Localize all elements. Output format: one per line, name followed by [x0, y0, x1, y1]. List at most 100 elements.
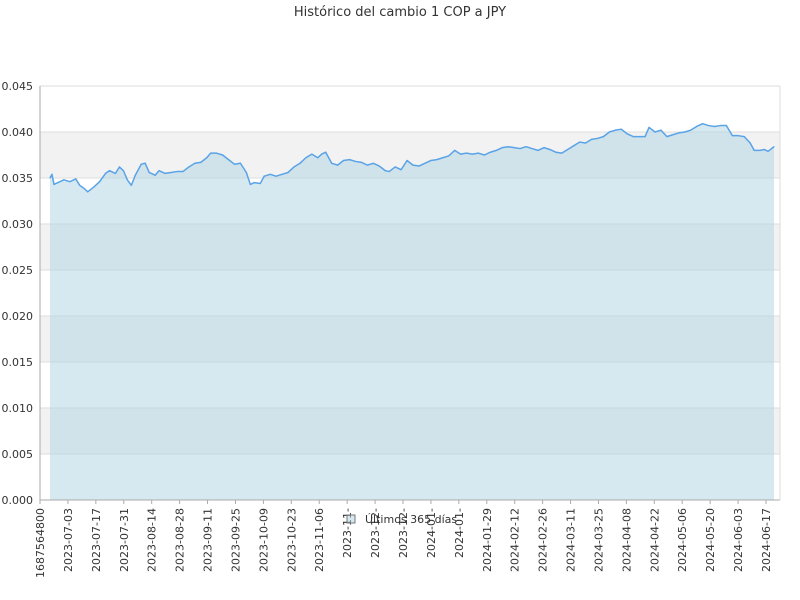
data-point [263, 175, 265, 177]
data-point [118, 166, 121, 168]
data-point [701, 123, 704, 125]
data-point [144, 162, 146, 164]
data-point [471, 153, 474, 155]
data-point [269, 173, 271, 175]
x-tick-label: 2024-02-26 [537, 508, 550, 572]
x-tick-label: 2024-05-06 [676, 508, 689, 572]
data-point [104, 172, 107, 174]
data-point [731, 135, 733, 137]
data-point [725, 124, 727, 127]
x-tick-label: 2023-12- [397, 508, 410, 558]
data-point [194, 162, 196, 164]
data-point [57, 182, 59, 184]
data-point [489, 151, 491, 153]
data-point [114, 172, 117, 174]
data-point [400, 169, 402, 171]
data-point [239, 162, 242, 164]
data-point [210, 152, 212, 154]
data-point [79, 184, 81, 186]
data-point [672, 134, 674, 136]
data-point [134, 174, 136, 176]
data-point [281, 173, 283, 175]
data-point [49, 177, 51, 179]
data-point [287, 171, 289, 174]
x-tick-label: 1687564800 [34, 508, 47, 578]
data-point [354, 160, 357, 163]
x-tick-label: 2024-06-17 [760, 508, 773, 572]
data-point [342, 159, 345, 162]
y-tick-label: 0.040 [2, 126, 34, 139]
data-point [321, 153, 323, 155]
data-point [200, 161, 202, 163]
legend-label[interactable]: Últimos 365 días [365, 513, 457, 526]
data-point [154, 174, 156, 176]
data-point [737, 135, 739, 137]
data-point [602, 136, 605, 138]
data-point [707, 124, 710, 127]
data-point [584, 142, 587, 144]
data-point [259, 182, 261, 185]
data-point [525, 146, 527, 148]
data-point [608, 131, 610, 133]
data-point [366, 164, 368, 166]
data-point [188, 166, 190, 168]
data-point [632, 136, 634, 138]
data-point [182, 170, 184, 173]
data-point [773, 146, 775, 148]
data-point [412, 164, 414, 166]
data-point [579, 141, 581, 143]
data-point [206, 157, 208, 159]
data-point [388, 170, 390, 173]
series-line [49, 122, 775, 193]
data-point [713, 125, 716, 128]
data-point [221, 154, 224, 156]
data-point [418, 165, 420, 167]
y-tick-label: 0.010 [2, 402, 34, 415]
data-point [561, 152, 563, 154]
data-point [275, 175, 277, 177]
data-point [436, 159, 438, 161]
data-point [573, 145, 575, 147]
x-tick-label: 2023-10-23 [285, 508, 298, 572]
data-point [176, 170, 178, 173]
data-point [531, 147, 533, 150]
data-point [378, 165, 380, 167]
legend[interactable]: Últimos 365 días [346, 513, 457, 526]
x-tick-label: 2023-08-14 [146, 508, 159, 572]
data-point [543, 147, 545, 149]
x-tick-label: 2023-09-11 [202, 508, 215, 572]
data-point [83, 187, 85, 189]
data-point [684, 131, 686, 133]
data-point [372, 162, 374, 164]
x-tick-label: 2024-02-12 [509, 508, 522, 572]
data-point [148, 171, 150, 174]
axes [39, 86, 781, 504]
x-tick-label: 2023-10-09 [257, 508, 270, 572]
data-point [644, 136, 646, 138]
data-point [69, 181, 71, 183]
data-point [719, 124, 722, 127]
data-point [465, 152, 468, 154]
data-point [614, 129, 616, 131]
data-point [620, 128, 622, 130]
legend-swatch[interactable] [346, 514, 356, 524]
x-tick-label: 2023-09-25 [229, 508, 242, 572]
data-point [317, 157, 319, 159]
data-point [483, 154, 485, 156]
data-point [63, 179, 65, 181]
data-point [348, 159, 351, 161]
data-point [696, 125, 698, 128]
data-point [590, 138, 593, 140]
x-tick-label: 2024-01- [453, 508, 466, 558]
data-point [513, 147, 515, 149]
data-point [678, 132, 680, 134]
data-point [567, 148, 569, 151]
data-point [170, 171, 172, 174]
data-point [666, 136, 668, 138]
x-tick-label: 2023-11-06 [313, 508, 326, 572]
data-point [325, 151, 327, 153]
data-point [406, 159, 408, 162]
data-point [53, 183, 55, 186]
y-tick-label: 0.000 [2, 494, 34, 507]
data-point [501, 147, 503, 149]
